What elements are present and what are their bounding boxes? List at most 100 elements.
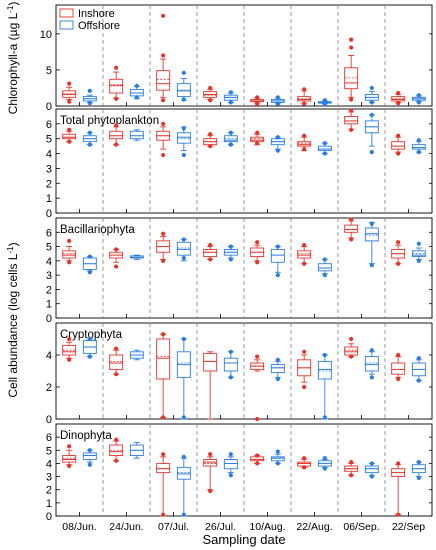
outlier-point: [67, 127, 72, 132]
y-axis-title-chlorophyll-exponent: -1: [6, 5, 15, 13]
outlier-point: [349, 354, 354, 359]
x-tick-label: 08/Jun.: [62, 521, 96, 533]
outlier-point: [161, 231, 166, 236]
inshore-box: [297, 87, 312, 106]
inshore-box: [109, 437, 124, 463]
outlier-point: [114, 96, 119, 101]
offshore-box: [223, 244, 238, 262]
outlier-point: [161, 13, 166, 18]
outlier-point: [87, 130, 92, 135]
outlier-point: [228, 375, 233, 380]
y-tick-label: 1: [46, 498, 52, 510]
outlier-point: [416, 356, 421, 361]
offshore-box: [176, 70, 191, 102]
outlier-point: [275, 357, 280, 362]
offshore-box: [411, 138, 426, 155]
panel-1: 0 5 10: [40, 4, 433, 113]
outlier-point: [255, 260, 260, 265]
outlier-point: [208, 257, 213, 262]
inshore-box: [156, 332, 171, 420]
offshore-box: [270, 357, 285, 382]
outlier-point: [181, 512, 186, 517]
iqr-box: [317, 145, 332, 152]
outlier-point: [87, 354, 92, 359]
outlier-point: [416, 100, 421, 105]
outlier-point: [369, 474, 374, 479]
outlier-point: [87, 254, 92, 259]
inshore-box: [203, 243, 218, 262]
legend-swatch: [59, 20, 74, 30]
y-tick-label: 10: [40, 29, 52, 41]
offshore-box: [129, 129, 144, 141]
outlier-point: [302, 101, 307, 106]
offshore-box: [317, 257, 332, 278]
outlier-point: [302, 243, 307, 248]
y-tick-label: 3: [46, 472, 52, 484]
y-tick-label: 6: [46, 432, 52, 444]
outlier-point: [322, 257, 327, 262]
offshore-box: [176, 237, 191, 262]
outlier-point: [349, 237, 354, 242]
outlier-point: [208, 98, 213, 103]
y-tick-label: 0: [46, 208, 52, 220]
outlier-point: [349, 108, 354, 113]
outlier-point: [255, 416, 260, 422]
outlier-point: [349, 37, 354, 42]
offshore-box: [223, 452, 238, 478]
outlier-point: [114, 247, 119, 252]
inshore-box: [250, 453, 265, 466]
iqr-box: [317, 263, 332, 272]
offshore-box: [364, 348, 379, 380]
inshore-box: [156, 121, 171, 158]
outlier-point: [181, 152, 186, 158]
outlier-point: [67, 444, 72, 449]
y-tick-label: 0: [46, 511, 52, 523]
offshore-box: [82, 130, 97, 147]
outlier-point: [369, 221, 374, 226]
outlier-point: [416, 378, 421, 383]
outlier-point: [302, 261, 307, 266]
outlier-point: [396, 376, 401, 382]
outlier-point: [228, 473, 233, 478]
inshore-box: [391, 90, 406, 106]
outlier-point: [302, 456, 307, 461]
y-tick-label: 5: [46, 445, 52, 457]
outlier-point: [322, 102, 327, 107]
outlier-point: [208, 144, 213, 149]
outlier-point: [67, 357, 72, 362]
outlier-point: [349, 460, 354, 465]
inshore-box: [156, 231, 171, 263]
outlier-point: [114, 372, 119, 377]
y-axis-title-cell-abundance-exponent: -1: [6, 246, 15, 254]
outlier-point: [255, 453, 260, 458]
y-tick-label: 4: [46, 350, 52, 362]
inshore-box: [203, 85, 218, 103]
iqr-box: [391, 141, 406, 150]
offshore-box: [317, 352, 332, 420]
offshore-box: [270, 449, 285, 466]
y-tick-label: 5: [46, 65, 52, 77]
outlier-point: [228, 142, 233, 147]
offshore-box: [223, 90, 238, 105]
iqr-box: [344, 115, 359, 125]
outlier-point: [161, 121, 166, 126]
panel-4: 0 2 4 Cryptophyta: [46, 322, 433, 426]
iqr-box: [176, 132, 191, 144]
y-tick-label: 6: [46, 119, 52, 131]
x-tick-label: 10/Aug.: [249, 521, 285, 533]
y-tick-label: 2: [46, 178, 52, 190]
inshore-box: [62, 127, 77, 144]
outlier-point: [134, 83, 139, 88]
inshore-box: [250, 95, 265, 106]
outlier-point: [228, 349, 233, 354]
offshore-box: [129, 441, 144, 459]
inshore-box: [391, 461, 406, 517]
iqr-box: [364, 356, 379, 372]
offshore-box: [364, 461, 379, 479]
outlier-point: [322, 98, 327, 103]
offshore-box: [223, 130, 238, 147]
outlier-point: [322, 456, 327, 461]
y-tick-label: 0: [46, 414, 52, 426]
